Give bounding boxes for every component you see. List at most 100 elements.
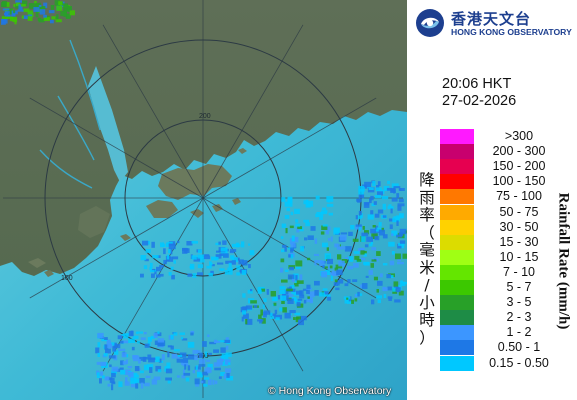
- legend-range-label: 150 - 200: [492, 159, 546, 174]
- rain-echo: [285, 228, 288, 234]
- rain-echo: [333, 282, 338, 286]
- legend-swatch: [440, 280, 474, 295]
- rain-echo: [113, 350, 119, 355]
- rain-echo: [328, 238, 331, 241]
- rain-echo: [290, 211, 294, 216]
- rain-echo: [225, 368, 232, 373]
- rain-echo: [192, 349, 199, 354]
- rain-echo: [371, 299, 375, 305]
- rain-echo: [213, 349, 219, 353]
- rain-echo: [242, 260, 248, 266]
- rain-echo: [257, 319, 264, 322]
- rain-echo: [110, 342, 116, 346]
- bearing-line: [29, 97, 204, 199]
- rain-echo: [290, 254, 294, 259]
- rain-echo: [376, 289, 379, 293]
- rain-echo: [358, 193, 365, 199]
- rain-echo: [176, 358, 183, 363]
- rain-echo: [197, 272, 203, 276]
- rain-echo: [389, 260, 395, 266]
- rain-echo: [103, 353, 108, 357]
- rain-echo: [108, 355, 116, 359]
- rain-echo: [303, 219, 309, 223]
- rain-echo: [111, 372, 116, 378]
- rain-echo: [291, 290, 295, 295]
- rain-echo: [18, 4, 23, 10]
- rain-echo: [247, 289, 253, 294]
- rain-echo: [324, 266, 328, 269]
- rain-echo: [358, 226, 361, 231]
- rain-echo: [303, 299, 307, 304]
- rain-echo: [2, 8, 10, 11]
- rain-echo: [149, 367, 153, 373]
- legend-title-zh-char: 率: [419, 206, 435, 224]
- rain-echo: [189, 266, 194, 269]
- rain-echo: [397, 261, 404, 265]
- rain-echo: [299, 294, 305, 299]
- rain-echo: [298, 319, 304, 326]
- hko-logo[interactable]: 香港天文台 HONG KONG OBSERVATORY: [413, 6, 573, 40]
- rain-echo: [43, 2, 48, 8]
- rain-echo: [39, 9, 46, 15]
- rain-echo: [305, 222, 310, 227]
- rain-echo: [206, 359, 211, 362]
- rain-echo: [363, 253, 367, 257]
- rain-echo: [211, 264, 215, 267]
- rain-echo: [325, 269, 331, 275]
- rain-echo: [289, 225, 294, 229]
- rain-echo: [203, 255, 211, 260]
- rain-echo: [293, 317, 296, 320]
- rain-echo: [192, 273, 197, 278]
- rain-echo: [364, 244, 369, 248]
- rain-echo: [143, 332, 147, 335]
- rain-echo: [382, 263, 388, 266]
- rain-echo: [295, 219, 299, 223]
- river-channel: [39, 39, 101, 189]
- rain-echo: [187, 365, 191, 371]
- rain-echo: [214, 367, 221, 371]
- rain-echo: [348, 256, 354, 262]
- legend-range-label: 100 - 150: [492, 174, 546, 189]
- rain-echo: [235, 242, 240, 248]
- rain-echo: [387, 180, 390, 184]
- rain-echo: [395, 217, 401, 222]
- rain-echo: [224, 270, 229, 275]
- rain-echo: [241, 270, 247, 275]
- rain-echo: [388, 204, 392, 207]
- rain-echo: [10, 17, 14, 22]
- rain-echo: [368, 270, 373, 275]
- rain-echo: [171, 353, 177, 359]
- rain-echo: [289, 266, 294, 271]
- rain-echo: [153, 333, 158, 338]
- rain-echo: [368, 187, 374, 190]
- rain-echo: [319, 260, 325, 266]
- rain-echo: [120, 369, 126, 375]
- rain-echo: [352, 238, 359, 242]
- rain-echo: [159, 273, 164, 277]
- rain-echo: [4, 14, 11, 17]
- rain-echo: [97, 352, 100, 357]
- rain-echo: [320, 231, 325, 235]
- rain-echo: [372, 225, 376, 228]
- rain-echo: [286, 207, 290, 212]
- rain-echo: [382, 215, 387, 218]
- rain-echo: [228, 362, 231, 366]
- rain-echo: [281, 223, 287, 228]
- rain-echo: [395, 287, 401, 293]
- rain-echo: [398, 232, 404, 237]
- rain-echo: [218, 340, 225, 343]
- rain-echo: [214, 340, 221, 343]
- rain-echo: [155, 365, 162, 372]
- rain-echo: [393, 216, 399, 219]
- radar-map[interactable]: 200 200 100: [0, 0, 407, 400]
- rain-echo: [142, 356, 147, 362]
- bearing-line: [202, 197, 304, 372]
- rain-echo: [198, 352, 203, 358]
- rain-echo: [319, 292, 325, 297]
- rain-echo: [307, 296, 310, 299]
- rain-echo: [371, 247, 377, 251]
- rain-echo: [309, 297, 313, 304]
- rain-echo: [302, 288, 308, 291]
- rain-echo: [304, 237, 308, 241]
- rain-echo: [201, 379, 206, 384]
